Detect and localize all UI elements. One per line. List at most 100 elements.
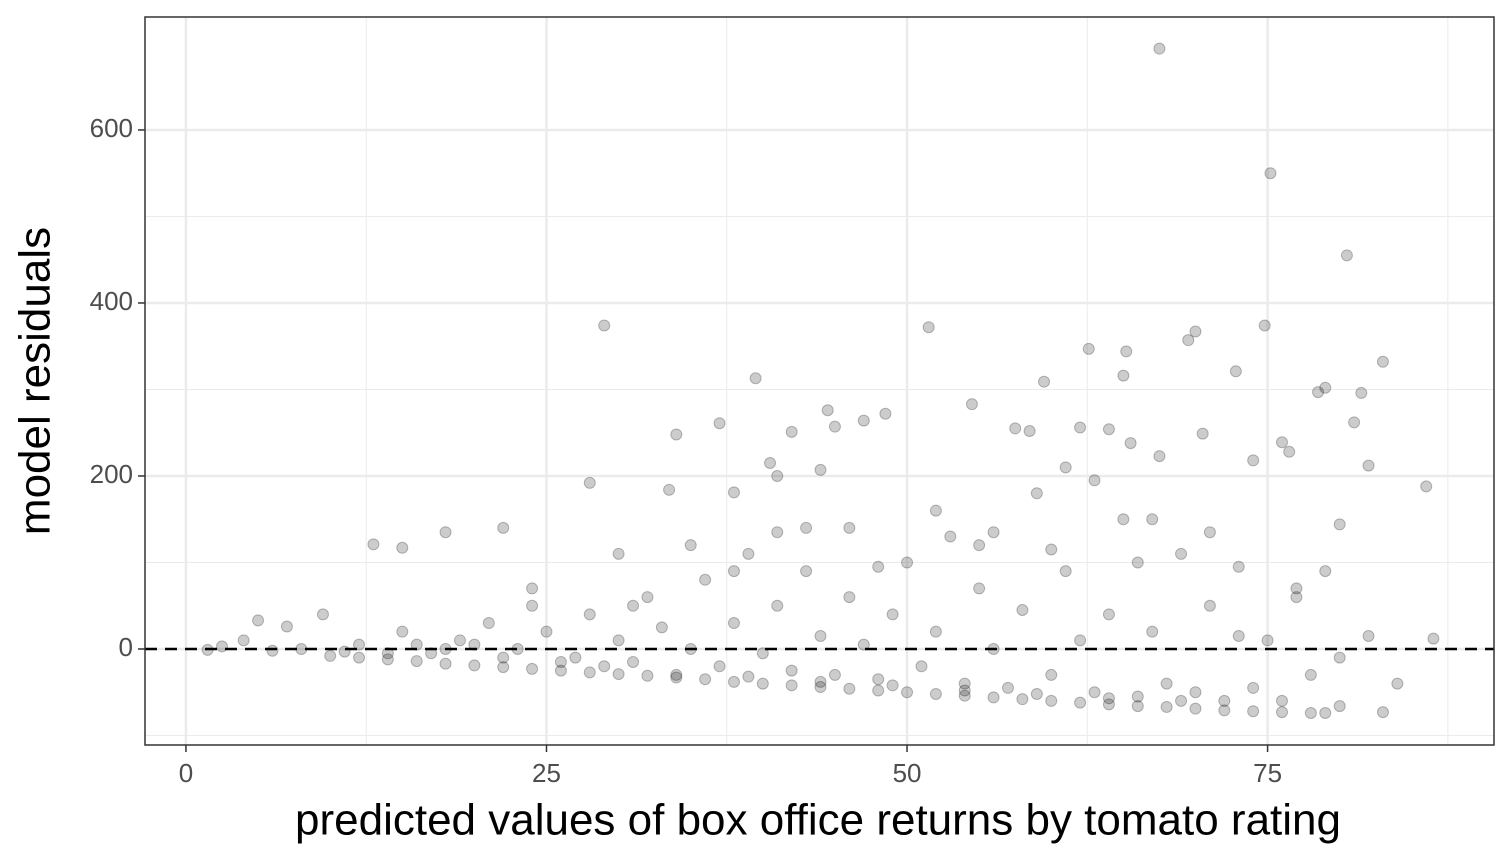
point: [1102, 692, 1115, 705]
point: [324, 649, 337, 662]
point: [1333, 651, 1346, 664]
point: [569, 651, 582, 664]
point: [583, 476, 596, 489]
point: [1160, 700, 1173, 713]
point: [958, 689, 971, 702]
y-tick-label: 600: [90, 113, 133, 143]
point: [901, 686, 914, 699]
point: [1319, 381, 1332, 394]
point: [583, 608, 596, 621]
point: [1355, 386, 1368, 399]
point: [727, 675, 740, 688]
point: [1045, 668, 1058, 681]
point: [742, 670, 755, 683]
point: [987, 691, 1000, 704]
point: [598, 319, 611, 332]
point: [929, 625, 942, 638]
point: [663, 483, 676, 496]
point: [1218, 704, 1231, 717]
point: [1247, 681, 1260, 694]
point: [583, 666, 596, 679]
point: [1074, 421, 1087, 434]
point: [497, 521, 510, 534]
point: [814, 681, 827, 694]
point: [684, 539, 697, 552]
point: [627, 655, 640, 668]
point: [814, 630, 827, 643]
point: [1264, 167, 1277, 180]
point: [958, 677, 971, 690]
point: [749, 372, 762, 385]
point: [699, 573, 712, 586]
point: [1203, 599, 1216, 612]
point: [1102, 423, 1115, 436]
point: [1348, 416, 1361, 429]
point: [929, 504, 942, 517]
point: [1333, 700, 1346, 713]
point: [1304, 706, 1317, 719]
point: [800, 521, 813, 534]
point: [1153, 42, 1166, 55]
point: [526, 599, 539, 612]
point: [958, 684, 971, 697]
point: [1319, 706, 1332, 719]
x-tick-label: 0: [179, 758, 193, 788]
point: [973, 582, 986, 595]
point: [785, 425, 798, 438]
point: [1117, 513, 1130, 526]
point: [1232, 560, 1245, 573]
point: [1120, 345, 1133, 358]
point: [468, 659, 481, 672]
point: [987, 526, 1000, 539]
point: [1391, 677, 1404, 690]
point: [1340, 249, 1353, 262]
point: [965, 398, 978, 411]
point: [727, 565, 740, 578]
point: [316, 608, 329, 621]
point: [1045, 694, 1058, 707]
point: [612, 634, 625, 647]
point: [1088, 686, 1101, 699]
point: [670, 668, 683, 681]
point: [699, 673, 712, 686]
point: [1376, 706, 1389, 719]
point: [1232, 630, 1245, 643]
point: [1131, 700, 1144, 713]
point: [1312, 386, 1325, 399]
point: [872, 673, 885, 686]
point: [1082, 342, 1095, 355]
point: [1016, 693, 1029, 706]
point: [1333, 518, 1346, 531]
point: [901, 556, 914, 569]
point: [252, 614, 265, 627]
point: [641, 591, 654, 604]
point: [439, 526, 452, 539]
point: [771, 599, 784, 612]
point: [1304, 668, 1317, 681]
point: [1074, 634, 1087, 647]
point: [1117, 369, 1130, 382]
point: [540, 625, 553, 638]
point: [800, 565, 813, 578]
point: [1218, 694, 1231, 707]
point: [1016, 604, 1029, 617]
point: [1146, 513, 1159, 526]
point: [915, 660, 928, 673]
point: [526, 662, 539, 675]
point: [1189, 686, 1202, 699]
point: [1290, 591, 1303, 604]
point: [727, 486, 740, 499]
point: [554, 655, 567, 668]
point: [814, 675, 827, 688]
point: [1276, 706, 1289, 719]
x-axis-title: predicted values of box office returns b…: [295, 796, 1341, 845]
point: [1203, 526, 1216, 539]
point: [1229, 365, 1242, 378]
point: [338, 645, 351, 658]
point: [655, 621, 668, 634]
point: [1088, 474, 1101, 487]
panel-border: [144, 16, 1495, 746]
point: [821, 404, 834, 417]
point: [872, 560, 885, 573]
point: [526, 582, 539, 595]
